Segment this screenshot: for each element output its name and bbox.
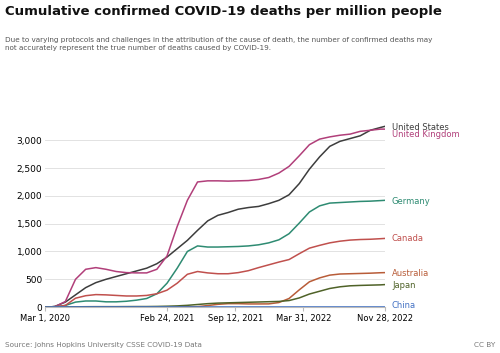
- Text: Cumulative confirmed COVID-19 deaths per million people: Cumulative confirmed COVID-19 deaths per…: [5, 5, 442, 18]
- Text: Japan: Japan: [392, 281, 415, 290]
- Text: CC BY: CC BY: [474, 342, 495, 348]
- Text: United States: United States: [392, 123, 449, 132]
- Text: Canada: Canada: [392, 234, 424, 243]
- Text: Germany: Germany: [392, 197, 430, 206]
- Text: United Kingdom: United Kingdom: [392, 130, 460, 139]
- Text: Source: Johns Hopkins University CSSE COVID-19 Data: Source: Johns Hopkins University CSSE CO…: [5, 342, 202, 348]
- Text: China: China: [392, 301, 416, 311]
- Text: Due to varying protocols and challenges in the attribution of the cause of death: Due to varying protocols and challenges …: [5, 37, 432, 51]
- Text: Australia: Australia: [392, 269, 429, 278]
- Text: Our World
in Data: Our World in Data: [440, 14, 484, 34]
